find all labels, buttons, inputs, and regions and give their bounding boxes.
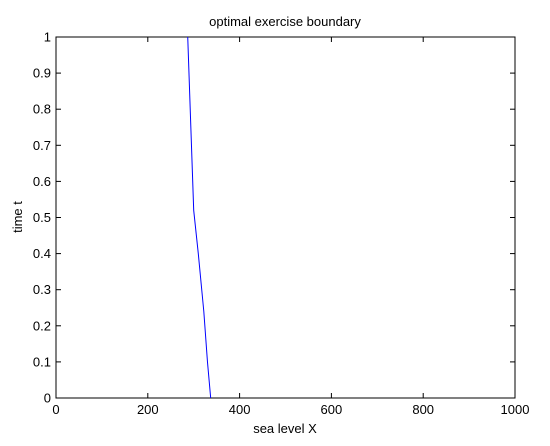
x-tick-label: 0 <box>52 402 59 417</box>
y-axis: 0 0.1 0.2 0.3 0.4 0.5 0.6 0.7 0.8 0.9 1 <box>33 30 515 406</box>
y-tick-label: 0.9 <box>33 66 51 81</box>
y-tick-label: 0.3 <box>33 282 51 297</box>
x-axis-label: sea level X <box>253 421 317 436</box>
series-line <box>187 36 212 399</box>
series-layer <box>187 36 212 399</box>
x-tick-label: 800 <box>412 402 434 417</box>
x-tick-label: 600 <box>321 402 343 417</box>
y-tick-label: 1 <box>44 30 51 45</box>
y-tick-label: 0.8 <box>33 102 51 117</box>
x-tick-label: 200 <box>137 402 159 417</box>
y-tick-label: 0 <box>44 391 51 406</box>
y-tick-label: 0.1 <box>33 354 51 369</box>
y-tick-label: 0.5 <box>33 210 51 225</box>
chart-title: optimal exercise boundary <box>209 14 361 29</box>
plot-area-frame <box>55 36 516 399</box>
y-tick-label: 0.2 <box>33 318 51 333</box>
x-tick-label: 1000 <box>501 402 530 417</box>
x-tick-label: 400 <box>229 402 251 417</box>
y-axis-label: time t <box>10 201 25 233</box>
x-axis: 0 200 400 600 800 1000 <box>52 37 529 417</box>
y-tick-label: 0.7 <box>33 138 51 153</box>
y-tick-label: 0.4 <box>33 246 51 261</box>
y-tick-label: 0.6 <box>33 174 51 189</box>
